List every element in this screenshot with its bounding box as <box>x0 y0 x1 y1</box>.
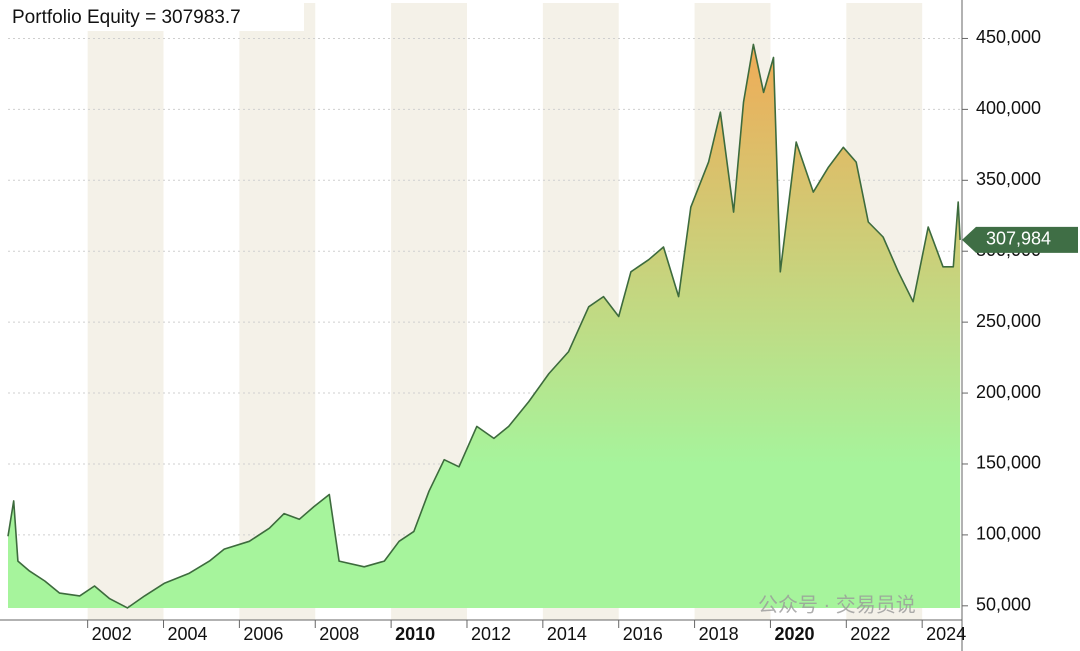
x-tick-label: 2008 <box>319 624 359 644</box>
last-value-marker <box>962 226 1078 253</box>
y-tick-label: 350,000 <box>976 169 1041 189</box>
year-band <box>87 3 164 620</box>
x-tick-label: 2002 <box>92 624 132 644</box>
chart-title: Portfolio Equity = 307983.7 <box>12 7 241 28</box>
title-box <box>8 3 304 31</box>
last-value-label: 307,984 <box>986 229 1051 249</box>
x-tick-label: 2012 <box>471 624 511 644</box>
watermark: 公众号 · 交易员说 <box>758 593 916 616</box>
y-tick-label: 450,000 <box>976 27 1041 47</box>
x-tick-label: 2014 <box>547 624 587 644</box>
equity-area <box>8 44 961 608</box>
y-tick-label: 50,000 <box>976 595 1031 615</box>
y-tick-label: 250,000 <box>976 311 1041 331</box>
y-tick-label: 200,000 <box>976 382 1041 402</box>
x-tick-label: 2016 <box>623 624 663 644</box>
x-tick-label: 2018 <box>699 624 739 644</box>
y-tick-label: 400,000 <box>976 98 1041 118</box>
x-tick-label: 2020 <box>774 624 814 644</box>
x-tick-label: 2024 <box>926 624 966 644</box>
y-tick-label: 100,000 <box>976 524 1041 544</box>
y-tick-label: 150,000 <box>976 453 1041 473</box>
x-tick-label: 2006 <box>243 624 283 644</box>
x-tick-label: 2010 <box>395 624 435 644</box>
x-tick-label: 2004 <box>168 624 208 644</box>
equity-line <box>7 43 961 609</box>
x-tick-label: 2022 <box>850 624 890 644</box>
